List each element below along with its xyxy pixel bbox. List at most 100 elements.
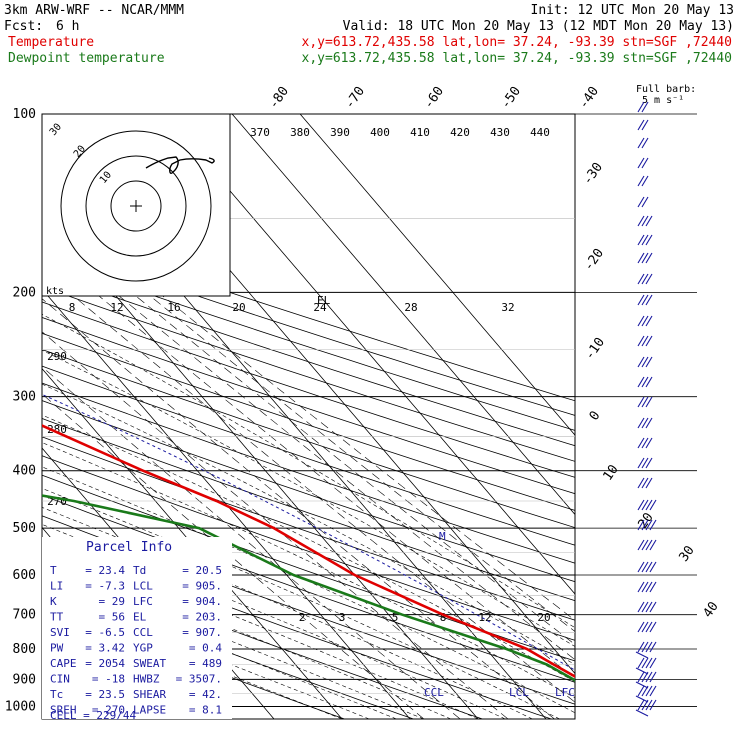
wind-barb-flag xyxy=(645,657,653,669)
temperature-legend: Temperature xyxy=(8,35,94,50)
dry-adiabat xyxy=(42,286,575,462)
wind-barb-flag xyxy=(645,437,653,449)
hodograph-ring-30 xyxy=(60,130,212,282)
dry-adiabat xyxy=(42,400,575,583)
wind-barb-flag xyxy=(637,252,645,264)
parcel-info-cell: Td xyxy=(133,564,146,577)
wind-barb-flag xyxy=(641,376,649,388)
parcel-info-cell: CCL xyxy=(133,626,153,639)
isotherm-label: -30 xyxy=(580,160,606,188)
dewpoint-line xyxy=(42,494,575,682)
mixing-ratio-label: 28 xyxy=(404,301,417,314)
pressure-tick-label: 300 xyxy=(13,390,36,405)
pressure-tick-label: 900 xyxy=(13,672,36,687)
wind-barb-flag xyxy=(649,699,657,711)
wind-barb-flag xyxy=(641,273,649,285)
mixing-ratio-label-low: 20 xyxy=(537,611,550,624)
forecast-hour: 6 h xyxy=(56,19,79,34)
isotherm-line xyxy=(42,288,411,719)
wind-barb-flag xyxy=(649,499,657,511)
wind-barb-flag xyxy=(649,657,657,669)
wind-barb-flag xyxy=(637,417,645,429)
wind-barb-flag xyxy=(641,601,649,613)
wind-barb-flag xyxy=(645,417,653,429)
wind-barb-flag xyxy=(637,335,645,347)
pressure-tick-label: 600 xyxy=(13,568,36,583)
wind-barb-flag xyxy=(641,175,649,187)
level-markers: EL CCL LCL LFC M xyxy=(317,294,575,699)
wind-barb-flag xyxy=(649,685,657,697)
wind-barb-flag xyxy=(641,315,649,327)
wind-barb-flag xyxy=(649,601,657,613)
moist-adiabat xyxy=(42,590,370,719)
theta-label: 440 xyxy=(530,126,550,139)
mixing-ratio-line xyxy=(42,298,555,719)
wind-barb-flag xyxy=(637,499,645,511)
wind-barb-flag xyxy=(649,621,657,633)
parcel-info-cell: K xyxy=(50,595,57,608)
isotherm-label: -60 xyxy=(421,84,447,112)
theta-label: 420 xyxy=(450,126,470,139)
parcel-info-cell: = -18 xyxy=(92,673,125,686)
wind-barb-flag xyxy=(637,671,645,683)
wind-barb-staff xyxy=(635,681,649,689)
parcel-info-cell: SHEAR xyxy=(133,688,166,701)
parcel-ascent-line xyxy=(42,393,575,671)
lfc-marker: LFC xyxy=(555,686,575,699)
wind-barb-flag xyxy=(645,477,653,489)
wind-barb-flag xyxy=(649,519,657,531)
wind-barb-flag xyxy=(637,437,645,449)
wind-barb-flag xyxy=(645,699,653,711)
pressure-tick-label: 1000 xyxy=(5,699,36,714)
wind-barb-flag xyxy=(641,561,649,573)
wind-barb-flag xyxy=(637,457,645,469)
el-marker: EL xyxy=(317,294,331,307)
wind-barb-flag xyxy=(637,294,645,306)
wind-barb-flag xyxy=(637,539,645,551)
parcel-info-cell: TT xyxy=(50,611,64,624)
parcel-info-cell: = -7.3 xyxy=(85,580,125,593)
wind-barb-flag xyxy=(637,196,645,208)
ccl-marker: CCL xyxy=(424,686,444,699)
isotherm-label: -40 xyxy=(576,84,602,112)
mixing-ratio-line xyxy=(68,292,575,703)
wind-barb-flag xyxy=(645,561,653,573)
mixing-ratio-line xyxy=(42,331,509,719)
forecast-label: Fcst: xyxy=(4,19,43,34)
wind-barb-flag xyxy=(645,252,653,264)
wind-barb-flag xyxy=(641,234,649,246)
parcel-info-cell: CIN xyxy=(50,673,70,686)
wind-barb-flag xyxy=(637,519,645,531)
wind-barb-flag xyxy=(645,215,653,227)
wind-barb-flag xyxy=(641,641,649,653)
wind-barb-flag xyxy=(641,499,649,511)
isotherm-label: -10 xyxy=(582,335,608,363)
wind-barb-flag xyxy=(649,581,657,593)
mixing-ratio-label: 16 xyxy=(167,301,180,314)
moist-adiabat xyxy=(42,383,575,665)
pressure-tick-label: 700 xyxy=(13,608,36,623)
parcel-info-box: Parcel Info T = 23.4 Td = 20.5 LI = -7.3 LCL = … xyxy=(42,537,232,722)
wind-barb-flag xyxy=(645,641,653,653)
wind-barb-flag xyxy=(645,315,653,327)
wind-barb-flag xyxy=(641,621,649,633)
wind-barb-flag xyxy=(645,294,653,306)
parcel-info-cell: YGP xyxy=(133,642,153,655)
parcel-info-cell: PW xyxy=(50,642,64,655)
isotherm-line xyxy=(42,129,547,719)
mixing-ratio-label-low: 3 xyxy=(339,611,346,624)
wind-barb-flag xyxy=(645,601,653,613)
hodograph-ring-10 xyxy=(110,180,162,232)
wind-barb-flag xyxy=(637,215,645,227)
wind-barb-flag xyxy=(645,376,653,388)
wind-barb-flag xyxy=(637,273,645,285)
wind-barb-staff xyxy=(635,667,649,675)
hodograph-ring-20 xyxy=(85,155,187,257)
isotherm-line xyxy=(163,114,575,595)
wind-barb-flag xyxy=(645,499,653,511)
parcel-info-cell: = 29 xyxy=(99,595,126,608)
hodograph-units: kts xyxy=(46,286,64,297)
wind-barb-flag xyxy=(641,581,649,593)
wind-barb-flag xyxy=(645,581,653,593)
